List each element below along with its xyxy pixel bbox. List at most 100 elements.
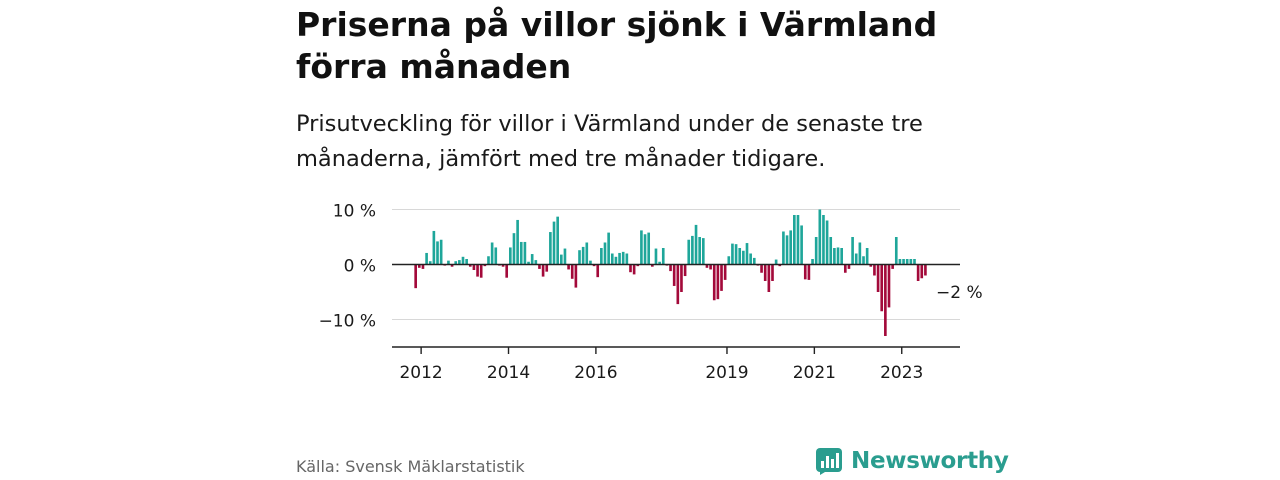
bar (723, 264, 727, 280)
bar (913, 259, 916, 265)
x-tick-label: 2019 (705, 363, 748, 383)
bar (800, 225, 803, 265)
bar (610, 253, 614, 265)
bar (458, 260, 461, 265)
bar (647, 232, 651, 265)
bar (512, 233, 516, 265)
bar (632, 264, 636, 275)
bar (603, 242, 607, 265)
bar (778, 264, 782, 267)
bar (894, 237, 898, 265)
bar (709, 264, 712, 270)
bar (570, 264, 574, 279)
bar (880, 264, 884, 312)
bar (621, 251, 625, 265)
bar (683, 264, 687, 277)
bar (716, 264, 720, 300)
bar (425, 252, 428, 265)
bar (523, 241, 527, 265)
bar (676, 264, 680, 305)
bar (691, 235, 694, 265)
bar (847, 264, 851, 269)
bar (825, 220, 829, 265)
bar (501, 264, 505, 267)
bar (476, 264, 479, 277)
bar (527, 261, 530, 265)
bar-chart: 10 % 0 % −10 % 2012 2014 2016 2019 2021 2023 −2 % (319, 202, 983, 384)
bar (439, 239, 443, 265)
bar (734, 244, 738, 265)
bar (581, 246, 585, 265)
bar (836, 247, 840, 265)
bar (516, 219, 519, 265)
bar (760, 264, 763, 273)
end-value-annotation: −2 % (936, 283, 983, 303)
bar (774, 259, 778, 265)
bar (694, 224, 698, 265)
bar (585, 242, 589, 265)
newsworthy-logo-icon (816, 448, 842, 475)
bar (563, 248, 567, 265)
bar (461, 256, 465, 265)
bar (873, 264, 876, 276)
bar (851, 237, 854, 265)
bar (833, 248, 836, 265)
bar (720, 264, 723, 291)
bar (436, 241, 439, 265)
bar (519, 241, 523, 265)
bar (687, 239, 691, 265)
brand-logo[interactable]: Newsworthy (815, 447, 1009, 475)
bar (607, 232, 610, 265)
bar (534, 260, 538, 265)
bar (567, 264, 570, 270)
bar (578, 250, 581, 265)
bar (789, 230, 793, 265)
bar (538, 264, 541, 269)
bar (887, 264, 891, 308)
bar (712, 264, 716, 301)
bar (618, 252, 621, 265)
bar (592, 264, 596, 267)
bar (742, 250, 745, 265)
x-tick-label: 2012 (399, 363, 442, 383)
bar (629, 264, 632, 273)
bar (854, 253, 858, 265)
bar (818, 209, 822, 265)
bar (636, 264, 640, 267)
bar (701, 238, 705, 265)
bar (916, 264, 920, 281)
bar (738, 248, 742, 265)
bar (782, 231, 785, 265)
bar (858, 242, 862, 265)
bar (672, 264, 676, 286)
bar (468, 264, 472, 267)
bar (530, 254, 534, 265)
bar (556, 216, 559, 265)
bar (767, 264, 771, 292)
bar (749, 253, 752, 265)
bar (654, 248, 658, 265)
bar (876, 264, 880, 292)
bar (450, 264, 454, 267)
bar (843, 264, 847, 273)
x-tick-label: 2016 (574, 363, 617, 383)
chart-title: Priserna på villor sjönk i Värmland förr… (296, 5, 938, 86)
bar (814, 237, 818, 265)
chart-subtitle: Prisutveckling för villor i Värmland und… (296, 111, 923, 172)
bar (600, 248, 603, 265)
bar (454, 261, 458, 265)
bar (785, 235, 789, 265)
brand-name: Newsworthy (851, 448, 1009, 474)
bar (651, 264, 654, 267)
bar (505, 264, 509, 278)
bar (494, 247, 498, 265)
bar (545, 264, 549, 272)
bar (549, 232, 552, 265)
bar (924, 264, 927, 276)
bar (796, 215, 800, 265)
bar (891, 264, 894, 269)
bar (905, 259, 909, 265)
bar (541, 264, 545, 277)
bar (898, 259, 902, 265)
bar (840, 248, 843, 265)
